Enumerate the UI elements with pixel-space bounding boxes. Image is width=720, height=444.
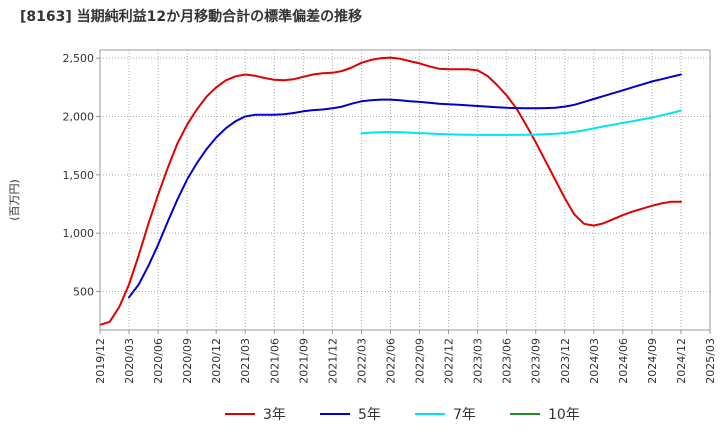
series-lines (99, 56, 682, 326)
y-tick-label: 1,000 (63, 227, 95, 240)
x-tick-label: 2020/06 (152, 338, 165, 384)
x-tick-label: 2022/09 (414, 338, 427, 384)
x-tick-label: 2023/06 (501, 338, 514, 384)
chart-title: [8163] 当期純利益12か月移動合計の標準偏差の推移 (20, 9, 363, 25)
x-axis: 2019/12 2020/03 2020/06 2020/09 2020/12 2021/… (94, 330, 717, 384)
x-tick-label: 2023/09 (530, 338, 543, 384)
legend-label-0: 3年 (263, 407, 286, 423)
y-axis: 500 1,000 1,500 2,000 2,500 (63, 52, 100, 299)
x-tick-label: 2021/09 (297, 338, 310, 384)
x-tick-label: 2020/12 (210, 338, 223, 384)
legend-label-1: 5年 (358, 407, 381, 423)
series-line-0 (99, 56, 682, 326)
y-axis-label: (百万円) (8, 179, 21, 221)
x-tick-label: 2021/06 (268, 338, 281, 384)
x-tick-label: 2021/03 (239, 338, 252, 384)
y-tick-label: 500 (73, 286, 94, 299)
x-tick-label: 2024/03 (588, 338, 601, 384)
x-tick-label: 2025/03 (704, 338, 717, 384)
x-tick-label: 2022/06 (384, 338, 397, 384)
x-tick-label: 2020/09 (181, 338, 194, 384)
x-tick-label: 2024/06 (617, 338, 630, 384)
legend-label-3: 10年 (548, 407, 580, 423)
x-tick-label: 2021/12 (326, 338, 339, 384)
y-tick-label: 2,500 (63, 52, 95, 65)
x-tick-label: 2024/09 (646, 338, 659, 384)
legend-label-2: 7年 (453, 407, 476, 423)
x-tick-label: 2022/12 (443, 338, 456, 384)
x-tick-label: 2019/12 (94, 338, 107, 384)
y-tick-label: 1,500 (63, 169, 95, 182)
legend: 3年 5年 7年 10年 (225, 407, 580, 423)
x-tick-label: 2023/03 (472, 338, 485, 384)
series-line-1 (128, 73, 682, 299)
series-line-2 (360, 109, 682, 136)
plot-frame (99, 49, 711, 331)
x-tick-label: 2024/12 (675, 338, 688, 384)
x-tick-label: 2023/12 (559, 338, 572, 384)
y-tick-label: 2,000 (63, 111, 95, 124)
x-tick-label: 2020/03 (123, 338, 136, 384)
x-tick-label: 2022/03 (355, 338, 368, 384)
